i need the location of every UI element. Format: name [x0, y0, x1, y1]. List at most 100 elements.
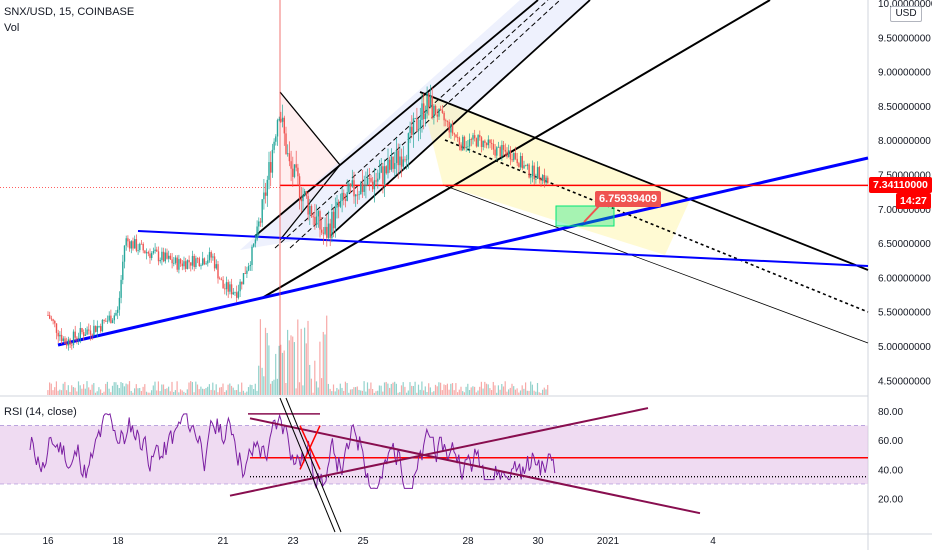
candle-body: [450, 124, 452, 133]
candle-body: [115, 312, 117, 316]
volume-bar: [86, 381, 88, 395]
candle-body: [326, 226, 328, 238]
red-triangle-edge: [279, 91, 341, 166]
volume-bar: [383, 382, 386, 395]
candle-body: [492, 143, 495, 150]
candle-body: [365, 184, 367, 186]
volume-bar: [307, 320, 309, 395]
candle-body: [193, 255, 195, 268]
candle-body: [54, 320, 56, 324]
volume-bar: [492, 381, 494, 395]
volume-bar: [412, 386, 414, 395]
candle-body: [287, 153, 289, 155]
candle-body: [480, 137, 483, 148]
candle-body: [110, 315, 112, 324]
volume-bar: [275, 353, 277, 395]
volume-bar: [463, 392, 465, 395]
volume-bar: [118, 388, 120, 395]
candle-body: [241, 281, 243, 285]
candle-body: [127, 238, 129, 242]
candle-body: [295, 164, 297, 168]
channel-mid-line-2: [289, 0, 561, 249]
candle-body: [210, 252, 212, 258]
volume-bar: [251, 385, 253, 395]
candle-body: [183, 261, 185, 267]
volume-bar: [402, 382, 404, 395]
volume-bar: [254, 383, 256, 395]
rsi-label: RSI (14, close): [4, 406, 77, 418]
volume-bar: [128, 381, 131, 395]
candle-body: [455, 134, 457, 138]
time-tick-label: 21: [217, 536, 229, 547]
candle-body: [540, 178, 542, 181]
volume-bar: [451, 383, 454, 395]
currency-button[interactable]: USD: [890, 6, 922, 22]
volume-bar: [157, 381, 159, 395]
candle-body: [329, 223, 331, 239]
candle-body: [268, 162, 270, 180]
volume-bar: [346, 383, 348, 395]
volume-bar: [385, 381, 387, 395]
candle-body: [487, 139, 489, 146]
candle-body: [344, 199, 347, 201]
volume-bar: [334, 391, 336, 395]
candle-body: [47, 315, 49, 316]
candle-body: [377, 178, 379, 182]
candle-body: [484, 140, 486, 143]
volume-bar: [467, 383, 469, 395]
candle-body: [457, 137, 459, 138]
volume-bar: [487, 384, 489, 395]
volume-bar: [162, 384, 165, 395]
wedge-top-line: [419, 91, 869, 271]
volume-bar: [531, 384, 533, 395]
volume-bar: [208, 384, 210, 395]
candle-body: [230, 284, 233, 295]
volume-bar: [164, 388, 166, 395]
volume-bar: [168, 386, 170, 395]
volume-bar: [450, 383, 452, 395]
price-tick-label: 8.00000000: [878, 136, 931, 147]
volume-bar: [271, 381, 273, 395]
candle-body: [363, 185, 365, 192]
dotted-projection-line: [444, 139, 869, 313]
candle-body: [485, 142, 488, 146]
volume-bar: [380, 385, 382, 395]
candle-body: [76, 337, 78, 340]
candle-body: [321, 229, 323, 233]
candle-body: [474, 135, 476, 139]
volume-bar: [60, 390, 63, 395]
candle-body: [270, 162, 272, 173]
volume-bar: [535, 391, 537, 395]
volume-bar: [295, 388, 297, 395]
candle-body: [368, 177, 370, 179]
candle-body: [190, 262, 192, 266]
volume-bar: [91, 384, 93, 395]
candle-body: [302, 194, 304, 202]
candle-body: [407, 133, 410, 160]
candle-body: [179, 259, 182, 264]
volume-bar: [406, 392, 408, 395]
candle-body: [93, 325, 95, 336]
candle-body: [470, 139, 472, 140]
volume-bar: [438, 382, 440, 395]
candle-body: [404, 159, 406, 161]
volume-bar: [237, 384, 239, 395]
volume-bar: [59, 389, 61, 395]
volume-bar: [460, 386, 462, 395]
volume-bar: [446, 383, 448, 395]
volume-bar: [485, 383, 488, 395]
candle-body: [120, 279, 122, 298]
volume-bar: [336, 387, 338, 395]
candle-body: [203, 258, 206, 265]
volume-bar: [331, 391, 333, 395]
volume-bar: [419, 389, 421, 395]
candle-body: [297, 167, 299, 177]
time-tick-label: 2021: [597, 536, 620, 547]
volume-bar: [113, 382, 115, 395]
candle-body: [77, 338, 80, 340]
volume-bar: [149, 392, 151, 395]
candle-body: [453, 133, 455, 135]
volume-bar: [475, 392, 477, 395]
candle-body: [536, 167, 539, 179]
